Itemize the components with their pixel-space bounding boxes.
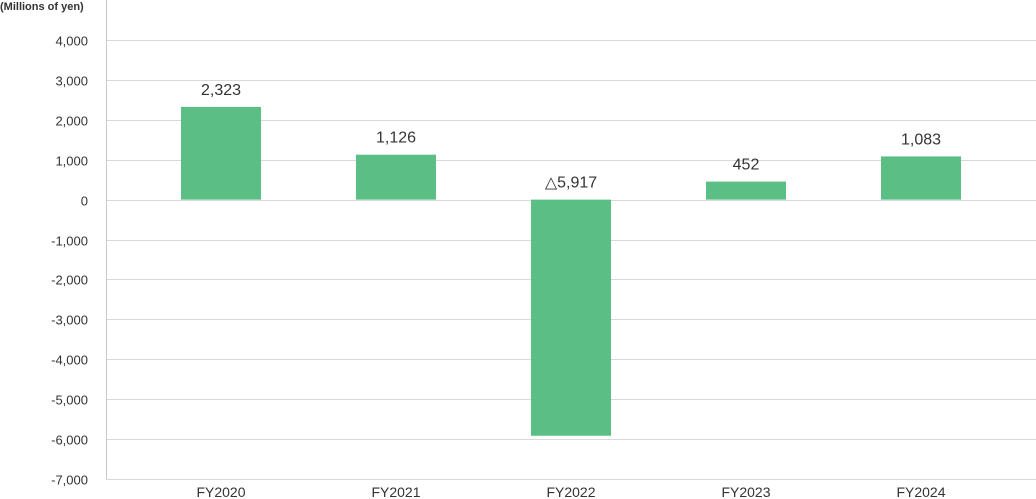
bar-fy2024: [881, 156, 961, 200]
x-category-label: FY2020: [196, 484, 245, 499]
x-category-label: FY2023: [721, 484, 770, 499]
bar-fy2023: [706, 181, 786, 200]
y-axis-tick-labels: 4,000 3,000 2,000 1,000 0 -1,000 -2,000 -3,000 -…: [51, 34, 88, 488]
y-tick-label: -4,000: [51, 353, 88, 368]
y-tick-label: -6,000: [51, 433, 88, 448]
y-tick-label: 2,000: [55, 114, 88, 129]
data-label: △5,917: [545, 175, 597, 192]
x-category-label: FY2022: [546, 484, 595, 499]
y-tick-label: -2,000: [51, 273, 88, 288]
data-label: 2,323: [201, 82, 241, 99]
y-tick-label: 3,000: [55, 74, 88, 89]
bar-fy2020: [181, 106, 261, 200]
unit-label: (Millions of yen): [0, 1, 84, 13]
x-category-label: FY2024: [896, 484, 945, 499]
bars: [181, 106, 961, 436]
y-tick-label: 0: [81, 194, 88, 209]
y-tick-label: -1,000: [51, 234, 88, 249]
x-category-label: FY2021: [371, 484, 420, 499]
data-label: 1,083: [901, 131, 941, 148]
bar-fy2021: [356, 154, 436, 200]
y-tick-label: -7,000: [51, 473, 88, 488]
y-tick-label: 1,000: [55, 154, 88, 169]
data-labels: 2,323 1,126 △5,917 452 1,083: [201, 82, 941, 192]
x-axis-category-labels: FY2020 FY2021 FY2022 FY2023 FY2024: [196, 484, 945, 499]
y-tick-label: -5,000: [51, 393, 88, 408]
data-label: 452: [733, 157, 760, 174]
bar-fy2022: [531, 199, 611, 436]
y-tick-label: -3,000: [51, 313, 88, 328]
data-label: 1,126: [376, 130, 416, 147]
y-tick-label: 4,000: [55, 34, 88, 49]
